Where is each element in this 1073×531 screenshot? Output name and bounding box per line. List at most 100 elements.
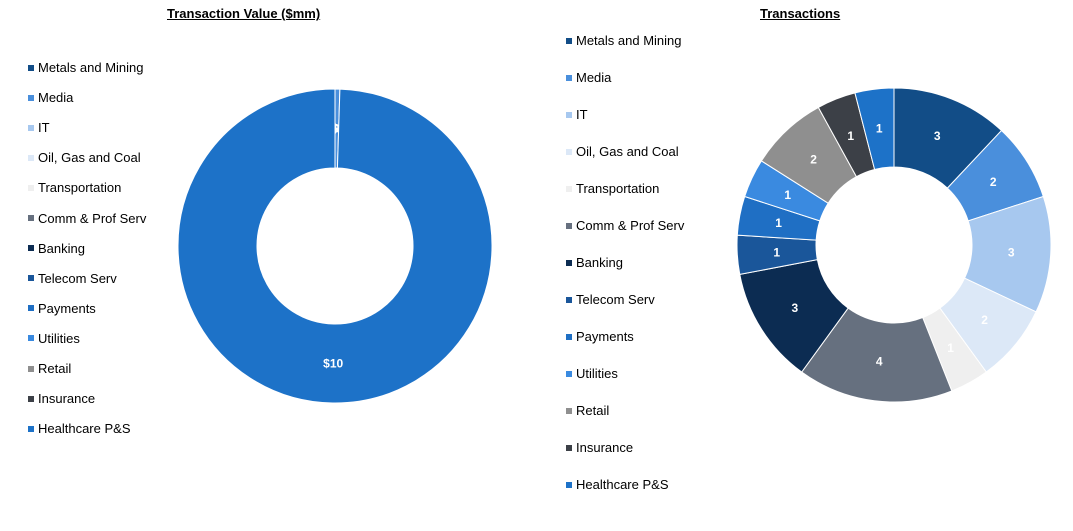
- legend-label: Banking: [576, 255, 623, 270]
- legend-item-telecom-serv: Telecom Serv: [28, 271, 117, 286]
- legend-swatch: [28, 425, 34, 432]
- legend-swatch: [28, 395, 34, 402]
- data-label-metals-and-mining: 3: [934, 129, 941, 143]
- legend-swatch: [28, 335, 34, 342]
- legend-swatch: [28, 64, 34, 71]
- data-label-it: 3: [1008, 245, 1015, 259]
- legend-label: IT: [576, 107, 588, 122]
- data-label-insurance: 1: [847, 129, 854, 143]
- legend-swatch: [566, 111, 572, 118]
- legend-label: Insurance: [38, 391, 96, 407]
- legend-swatch: [28, 154, 34, 161]
- chart-1-title: Transaction Value ($mm): [167, 6, 321, 21]
- legend-label: Telecom Serv: [38, 270, 117, 286]
- legend-item-insurance: Insurance: [28, 391, 95, 406]
- slice-healthcare-pands: [854, 87, 895, 171]
- legend-label: Retail: [38, 361, 72, 376]
- legend-item-comm-and-prof-serv: Comm & Prof Serv: [566, 218, 684, 233]
- legend-swatch: [566, 407, 572, 414]
- chart-2-legend: Metals and Mining Media IT Oil, Gas and Coa…: [566, 33, 736, 503]
- data-label-retail: 2: [810, 152, 817, 166]
- slice-comm-and-prof-serv: [801, 307, 953, 403]
- legend-swatch: [566, 37, 572, 44]
- legend-item-retail: Retail: [566, 403, 609, 418]
- legend-item-metals-and-mining: Metals and Mining: [28, 60, 144, 75]
- legend-swatch: [28, 305, 34, 312]
- legend-item-it: IT: [566, 107, 588, 122]
- legend-label: Utilities: [38, 330, 80, 346]
- legend-item-transportation: Transportation: [28, 180, 121, 195]
- legend-label: Metals and Mining: [576, 33, 682, 48]
- legend-item-banking: Banking: [28, 241, 85, 256]
- legend-label: Oil, Gas and Coal: [576, 144, 679, 159]
- data-label-banking: 3: [791, 301, 798, 315]
- legend-swatch: [566, 259, 572, 266]
- legend-label: Utilities: [576, 366, 618, 381]
- legend-item-insurance: Insurance: [566, 440, 633, 455]
- legend-swatch: [566, 481, 572, 488]
- legend-swatch: [28, 215, 34, 221]
- legend-swatch: [566, 74, 572, 81]
- legend-label: Transportation: [38, 180, 122, 196]
- data-label-transportation: 1: [947, 341, 954, 355]
- legend-item-utilities: Utilities: [566, 366, 618, 381]
- data-label-payments: 1: [775, 216, 782, 230]
- legend-item-retail: Retail: [28, 361, 71, 376]
- legend-label: Insurance: [576, 440, 634, 455]
- legend-item-banking: Banking: [566, 255, 623, 270]
- legend-item-metals-and-mining: Metals and Mining: [566, 33, 682, 48]
- legend-label: Transportation: [576, 181, 660, 196]
- data-label-utilities: 1: [784, 188, 791, 202]
- legend-item-oil-gas-and-coal: Oil, Gas and Coal: [566, 144, 679, 159]
- legend-label: Oil, Gas and Coal: [38, 150, 141, 166]
- data-label-telecom-serv: 1: [773, 245, 780, 259]
- legend-item-oil-gas-and-coal: Oil, Gas and Coal: [28, 150, 141, 165]
- legend-swatch: [28, 275, 34, 282]
- legend-label: Media: [576, 70, 612, 85]
- legend-label: Banking: [38, 240, 85, 256]
- legend-swatch: [28, 365, 34, 372]
- legend-label: Comm & Prof Serv: [38, 210, 147, 226]
- legend-swatch: [566, 444, 572, 451]
- data-label-comm-and-prof-serv: 4: [876, 355, 883, 369]
- legend-item-comm-and-prof-serv: Comm & Prof Serv: [28, 211, 146, 226]
- legend-item-utilities: Utilities: [28, 331, 80, 346]
- slice-healthcare-pands: [177, 88, 493, 404]
- legend-item-it: IT: [28, 120, 50, 135]
- legend-swatch: [566, 185, 572, 192]
- chart-1-legend: Metals and Mining Media IT Oil, Gas and Coa…: [28, 60, 188, 440]
- legend-item-payments: Payments: [566, 329, 634, 344]
- data-label-oil-gas-and-coal: 2: [981, 313, 988, 327]
- legend-item-healthcare-pands: Healthcare P&S: [28, 421, 131, 436]
- legend-label: Payments: [38, 300, 96, 316]
- legend-swatch: [28, 245, 34, 252]
- legend-item-healthcare-pands: Healthcare P&S: [566, 477, 669, 492]
- legend-label: Metals and Mining: [38, 60, 144, 75]
- legend-label: Healthcare P&S: [38, 421, 131, 437]
- chart-2-title: Transactions: [760, 6, 841, 21]
- legend-swatch: [566, 222, 572, 229]
- legend-swatch: [566, 333, 572, 340]
- legend-label: Media: [38, 90, 74, 106]
- legend-swatch: [566, 296, 572, 303]
- legend-swatch: [28, 94, 34, 101]
- legend-item-transportation: Transportation: [566, 181, 659, 196]
- legend-label: Telecom Serv: [576, 292, 655, 307]
- legend-item-payments: Payments: [28, 301, 96, 316]
- legend-item-telecom-serv: Telecom Serv: [566, 292, 655, 307]
- legend-label: Retail: [576, 403, 610, 418]
- legend-label: Comm & Prof Serv: [576, 218, 685, 233]
- legend-swatch: [566, 370, 572, 377]
- legend-label: Healthcare P&S: [576, 477, 669, 492]
- legend-swatch: [28, 124, 34, 131]
- legend-item-media: Media: [28, 90, 73, 105]
- data-label-healthcare-pands: 1: [876, 121, 883, 135]
- legend-swatch: [566, 148, 572, 155]
- chart-1-donut: $0$0$0$0$0$0$0$0$0$0$0$0$10: [177, 88, 493, 404]
- legend-label: IT: [38, 120, 50, 136]
- legend-swatch: [28, 184, 34, 191]
- data-label-healthcare-pands: $10: [323, 356, 343, 370]
- data-label-media: 2: [990, 175, 997, 189]
- legend-item-media: Media: [566, 70, 611, 85]
